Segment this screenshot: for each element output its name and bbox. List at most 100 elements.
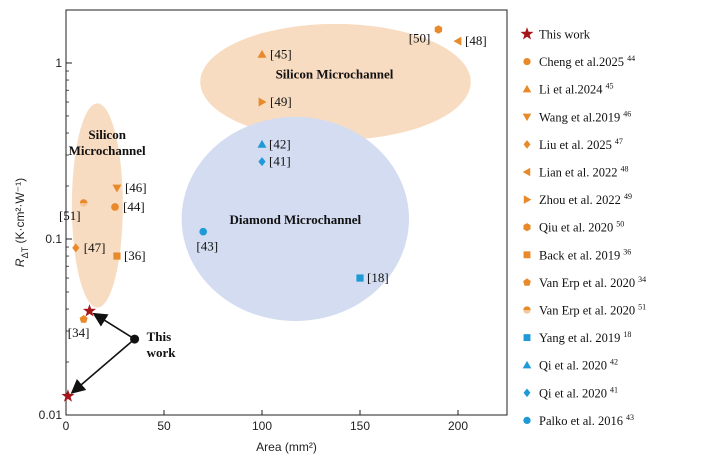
point-wang-et-al-2019-46-0-label: [46]: [125, 180, 147, 195]
legend-item-qiu-et-al-2020-50-ref: 50: [616, 220, 624, 229]
legend-item-qi-et-al-2020-42-marker: [522, 360, 532, 369]
legend-item-qiu-et-al-2020-50-name: Qiu et al. 2020: [539, 221, 613, 235]
point-lian-et-al-2022-48-0-label: [48]: [465, 33, 487, 48]
legend-item-cheng-et-al-2025-44-name: Cheng et al.2025: [539, 55, 624, 69]
legend-item-van-erp-et-al-2020-34-name: Van Erp et al. 2020: [539, 276, 635, 290]
legend-item-yang-et-al-2019-18-label: Yang et al. 2019 18: [539, 330, 631, 345]
point-van-erp-et-al-2020-34-0: [79, 314, 88, 323]
legend-item-van-erp-et-al-2020-51-marker: [523, 306, 531, 314]
axis-ticks: 0 50 100 150 200 0.01 0.1 1: [39, 9, 468, 433]
point-wang-et-al-2019-46-0: [112, 184, 122, 193]
region-silicon-microchannel-0: [200, 23, 471, 141]
legend-item-liu-et-al-2025-47-ref: 47: [615, 137, 623, 146]
legend-item-van-erp-et-al-2020-51-marker-half: [523, 306, 531, 310]
legend-item-cheng-et-al-2025-44-ref: 44: [627, 54, 635, 63]
point-van-erp-et-al-2020-34-0-label: [34]: [68, 325, 90, 340]
legend-item-qi-et-al-2020-41-marker: [523, 388, 531, 398]
legend-item-back-et-al-2019-36-marker: [523, 251, 531, 259]
legend-item-van-erp-et-al-2020-51-name: Van Erp et al. 2020: [539, 304, 635, 318]
legend-item-wang-et-al-2019-46-marker: [522, 113, 532, 122]
legend-item-zhou-et-al-2022-49-marker: [523, 195, 532, 204]
region-silicon-microchannel-1-label: Microchannel: [69, 143, 146, 158]
x-tick-label: 150: [350, 419, 370, 433]
legend-item-zhou-et-al-2022-49-name: Zhou et al. 2022: [539, 193, 621, 207]
point-this-work-0: [61, 389, 75, 402]
point-qiu-et-al-2020-50-0: [434, 25, 443, 34]
legend-item-qi-et-al-2020-42-label: Qi et al. 2020 42: [539, 358, 618, 373]
y-tick-label: 0.01: [39, 408, 63, 422]
legend-item-wang-et-al-2019-46-label: Wang et al.2019 46: [539, 109, 631, 124]
region-diamond-microchannel-2-label: Diamond Microchannel: [230, 212, 362, 227]
legend-item-palko-et-al-2016-43-marker: [523, 416, 531, 425]
annotation-arrow-1: [92, 312, 136, 340]
point-zhou-et-al-2022-49-0: [258, 97, 267, 107]
legend-item-qi-et-al-2020-41-ref: 41: [610, 385, 618, 394]
legend-item-liu-et-al-2025-47-label: Liu et al. 2025 47: [539, 137, 623, 152]
legend-item-liu-et-al-2025-47-marker: [523, 140, 531, 149]
y-axis-label: RΔT (K·cm²·W⁻¹): [13, 178, 30, 267]
legend-item-qi-et-al-2020-42-name: Qi et al. 2020: [539, 359, 607, 373]
x-tick-label: 50: [157, 419, 171, 433]
legend-item-wang-et-al-2019-46-ref: 46: [623, 109, 631, 118]
point-yang-et-al-2019-18-0-label: [18]: [367, 270, 389, 285]
legend-item-qiu-et-al-2020-50-marker: [523, 223, 531, 232]
y-label-subscript: ΔT: [20, 246, 30, 258]
legend: This work Cheng et al.2025 44 Li et al.2024…: [520, 27, 646, 428]
y-tick-label: 1: [55, 56, 62, 70]
point-qi-et-al-2020-42-0: [257, 139, 267, 148]
data-points: [44] [45] [46] [47] [48] [49] [50] [36] [34] [51]…: [59, 25, 487, 402]
region-silicon-microchannel-0-label: Silicon Microchannel: [276, 67, 394, 82]
y-tick-label: 0.1: [45, 232, 62, 246]
legend-item-cheng-et-al-2025-44-marker: [523, 57, 531, 66]
legend-item-qiu-et-al-2020-50-label: Qiu et al. 2020 50: [539, 220, 624, 235]
point-van-erp-et-al-2020-51-0-half: [79, 199, 88, 204]
x-tick-label: 0: [63, 419, 70, 433]
legend-item-van-erp-et-al-2020-51-ref: 51: [638, 303, 646, 312]
legend-item-back-et-al-2019-36-label: Back et al. 2019 36: [539, 247, 631, 262]
point-van-erp-et-al-2020-51-0-label: [51]: [59, 208, 81, 223]
legend-item-wang-et-al-2019-46-name: Wang et al.2019: [539, 110, 620, 124]
legend-item-van-erp-et-al-2020-34-ref: 34: [638, 275, 646, 284]
x-tick-label: 100: [252, 419, 272, 433]
y-label-symbol: R: [13, 258, 27, 267]
legend-item-qi-et-al-2020-42-ref: 42: [610, 358, 618, 367]
point-qi-et-al-2020-42-0-label: [42]: [269, 136, 291, 151]
legend-item-zhou-et-al-2022-49-label: Zhou et al. 2022 49: [539, 192, 632, 207]
point-back-et-al-2019-36-0-label: [36]: [124, 248, 146, 263]
point-back-et-al-2019-36-0: [113, 252, 121, 260]
region-silicon-microchannel-1-label: Silicon: [88, 127, 126, 142]
annotation-text: This: [147, 329, 172, 344]
legend-item-yang-et-al-2019-18-name: Yang et al. 2019: [539, 331, 620, 345]
legend-item-yang-et-al-2019-18-ref: 18: [623, 330, 631, 339]
point-lian-et-al-2022-48-0: [453, 36, 462, 46]
legend-item-qi-et-al-2020-41-label: Qi et al. 2020 41: [539, 385, 618, 400]
legend-item-li-et-al-2024-45-ref: 45: [606, 82, 614, 91]
legend-item-this-work-label: This work: [539, 28, 591, 42]
point-van-erp-et-al-2020-51-0: [79, 199, 88, 207]
point-this-work-1: [82, 304, 97, 317]
legend-item-qi-et-al-2020-41-name: Qi et al. 2020: [539, 386, 607, 400]
point-li-et-al-2024-45-0: [257, 49, 267, 58]
point-yang-et-al-2019-18-0: [356, 274, 364, 282]
point-liu-et-al-2025-47-0-label: [47]: [84, 240, 106, 255]
legend-item-back-et-al-2019-36-name: Back et al. 2019: [539, 248, 620, 262]
point-qi-et-al-2020-41-0-label: [41]: [269, 154, 291, 169]
point-liu-et-al-2025-47-0: [72, 243, 80, 253]
point-qiu-et-al-2020-50-0-label: [50]: [409, 30, 431, 45]
point-zhou-et-al-2022-49-0-label: [49]: [270, 94, 292, 109]
legend-item-lian-et-al-2022-48-ref: 48: [620, 165, 628, 174]
legend-item-li-et-al-2024-45-marker: [522, 84, 532, 93]
legend-item-lian-et-al-2022-48-label: Lian et al. 2022 48: [539, 165, 628, 180]
legend-item-lian-et-al-2022-48-name: Lian et al. 2022: [539, 166, 617, 180]
plot-frame: [65, 9, 508, 416]
legend-item-li-et-al-2024-45-label: Li et al.2024 45: [539, 82, 614, 97]
legend-item-this-work-name: This work: [539, 28, 591, 42]
legend-item-liu-et-al-2025-47-name: Liu et al. 2025: [539, 138, 612, 152]
annotation-arrow-0: [70, 338, 136, 394]
legend-item-palko-et-al-2016-43-ref: 43: [626, 413, 634, 422]
region-silicon-microchannel-1: [71, 103, 123, 308]
point-qi-et-al-2020-41-0: [258, 157, 266, 167]
